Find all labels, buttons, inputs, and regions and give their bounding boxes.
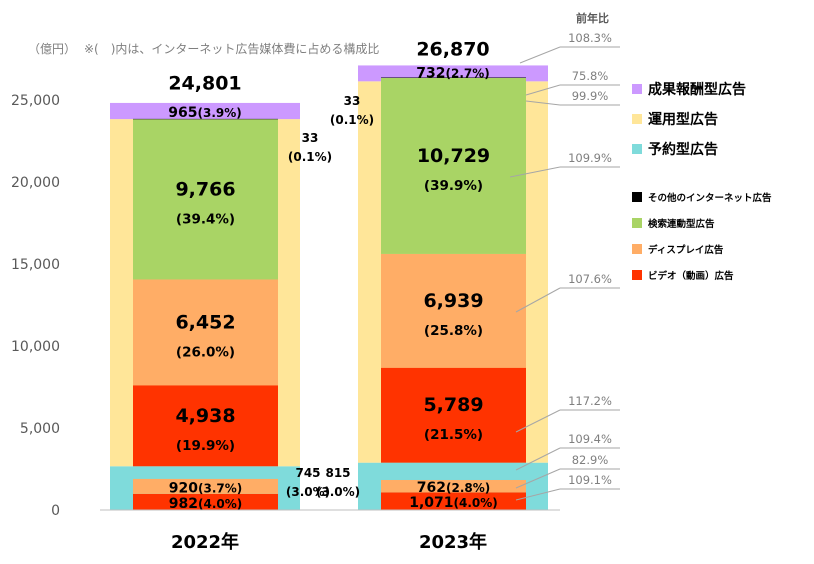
legend-swatch	[632, 84, 642, 94]
legend-label: 検索連動型広告	[648, 219, 715, 230]
annotation-value: 33	[344, 94, 361, 108]
segment-value-label: 5,789	[423, 394, 483, 416]
inner-bar-segment	[133, 385, 278, 467]
yoy-leader-line	[515, 287, 561, 313]
legend-item-search: 検索連動型広告	[632, 214, 772, 232]
legend-item-display: ディスプレイ広告	[632, 240, 772, 258]
annotation-pct: (3.0%)	[316, 485, 360, 499]
legend-swatch	[632, 218, 642, 228]
y-tick-label: 10,000	[11, 339, 60, 355]
chart-note: ※( )内は、インターネット広告媒体費に占める構成比	[84, 42, 380, 56]
yoy-leader-line	[515, 447, 561, 471]
inner-bar-segment	[133, 118, 278, 120]
inner-bar-segment	[381, 253, 526, 368]
segment-pct-label: (21.5%)	[424, 427, 483, 443]
inner-bar-segment	[381, 492, 526, 510]
segment-value-label: 732(2.7%)	[416, 65, 489, 81]
y-tick-label: 25,000	[11, 93, 60, 109]
yoy-leader-line	[509, 166, 561, 178]
inner-bar-segment	[133, 493, 278, 510]
segment-pct-label: (19.9%)	[176, 438, 235, 454]
inner-bar-segment	[110, 102, 300, 119]
y-tick-label: 20,000	[11, 175, 60, 191]
segment-pct-label: (39.9%)	[424, 178, 483, 194]
segment-pct-label: (25.8%)	[424, 323, 483, 339]
segment-value-label: 6,452	[175, 311, 235, 333]
legend: 成果報酬型広告 運用型広告 予約型広告 その他のインターネット広告 検索連動型広…	[632, 78, 772, 292]
inner-bar-segment	[381, 479, 526, 493]
yoy-leader-line	[519, 46, 561, 64]
segment-value-label: 762(2.8%)	[417, 480, 490, 496]
y-tick-label: 5,000	[20, 421, 60, 437]
yoy-label: 75.8%	[572, 69, 609, 83]
yoy-leader-line	[515, 409, 561, 433]
yoy-leader-line	[525, 100, 561, 106]
yoy-title: 前年比	[576, 12, 609, 25]
legend-item-programmatic: 運用型広告	[632, 108, 772, 130]
yoy-label: 108.3%	[568, 31, 612, 45]
legend-label: 運用型広告	[648, 112, 718, 128]
inner-bar-segment	[358, 65, 548, 78]
x-category-label: 2022年	[171, 531, 239, 553]
inner-bar-segment	[381, 367, 526, 463]
legend-label: 成果報酬型広告	[648, 82, 746, 98]
legend-item-performance: 成果報酬型広告	[632, 78, 772, 100]
x-category-label: 2023年	[419, 531, 487, 553]
inner-bar-segment	[133, 478, 278, 494]
segment-value-label: 6,939	[423, 290, 483, 312]
yoy-label: 99.9%	[572, 89, 609, 103]
segment-pct-label: (39.4%)	[176, 211, 235, 227]
annotation-pct: (0.1%)	[330, 113, 374, 127]
segment-pct-label: (26.0%)	[176, 344, 235, 360]
inner-bar-segment	[381, 462, 526, 480]
legend-label: その他のインターネット広告	[648, 193, 772, 204]
annotation-value: 33	[302, 131, 319, 145]
annotation-value: 745	[295, 466, 320, 480]
annotation-pct: (3.0%)	[286, 485, 330, 499]
segment-value-label: 9,766	[175, 178, 235, 200]
segment-value-label: 920(3.7%)	[169, 480, 242, 496]
segment-value-label: 10,729	[417, 145, 490, 167]
yoy-label: 107.6%	[568, 272, 612, 286]
legend-item-other: その他のインターネット広告	[632, 188, 772, 206]
inner-bar-segment	[381, 77, 526, 254]
legend-swatch	[632, 270, 642, 280]
annotation-value: 815	[325, 466, 350, 480]
y-tick-label: 15,000	[11, 257, 60, 273]
yoy-leader-line	[515, 468, 561, 489]
legend-item-reserved: 予約型広告	[632, 138, 772, 160]
segment-value-label: 4,938	[175, 405, 235, 427]
yoy-label: 109.4%	[568, 432, 612, 446]
inner-bar-segment	[133, 279, 278, 386]
legend-swatch	[632, 144, 642, 154]
total-label: 26,870	[416, 38, 489, 60]
inner-bar-segment	[381, 77, 526, 78]
segment-value-label: 1,071(4.0%)	[409, 495, 498, 511]
yoy-label: 109.9%	[568, 151, 612, 165]
legend-swatch	[632, 114, 642, 124]
segment-value-label: 965(3.9%)	[168, 105, 241, 121]
yoy-label: 82.9%	[572, 453, 609, 467]
yoy-leader-line	[515, 488, 561, 501]
legend-swatch	[632, 244, 642, 254]
inner-bar-segment	[133, 466, 278, 479]
legend-label: ビデオ（動画）広告	[648, 271, 734, 282]
yoy-label: 109.1%	[568, 473, 612, 487]
segment-value-label: 982(4.0%)	[169, 496, 242, 512]
legend-swatch	[632, 192, 642, 202]
inner-bar-segment	[133, 119, 278, 280]
annotation-pct: (0.1%)	[288, 150, 332, 164]
yoy-label: 117.2%	[568, 394, 612, 408]
legend-item-video: ビデオ（動画）広告	[632, 266, 772, 284]
y-tick-label: 0	[51, 503, 60, 519]
legend-label: ディスプレイ広告	[648, 245, 724, 256]
y-axis-unit: （億円）	[28, 42, 77, 56]
legend-label: 予約型広告	[648, 142, 718, 158]
yoy-leader-line	[525, 84, 561, 96]
total-label: 24,801	[168, 72, 241, 94]
